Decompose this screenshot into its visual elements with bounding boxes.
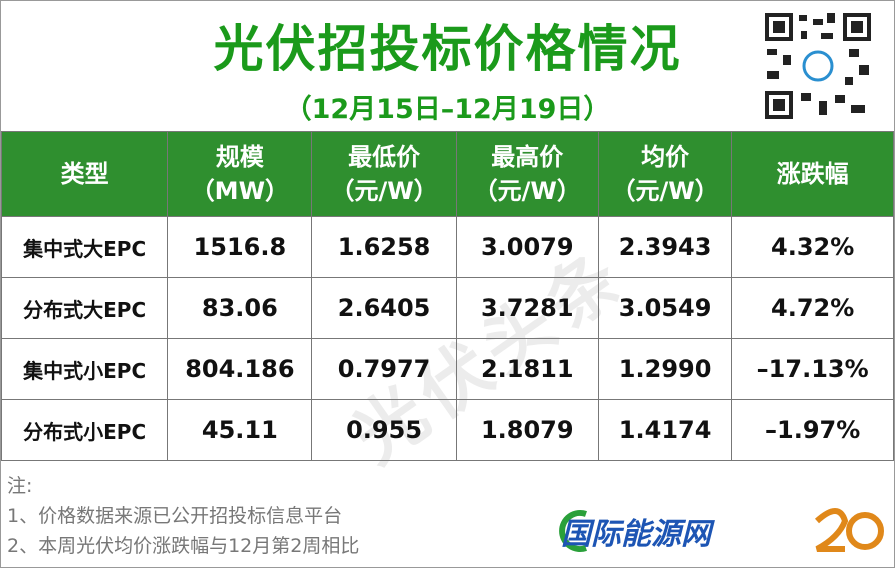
column-header: 最高价 （元/W） — [455, 131, 599, 217]
cell: 2.1811 — [455, 338, 599, 400]
row-label: 分布式大EPC — [1, 277, 169, 339]
column-header-line: 最低价 — [348, 143, 421, 171]
cell: 4.32% — [731, 216, 894, 278]
title: 光伏招投标价格情况 — [213, 20, 682, 78]
cell: –1.97% — [731, 399, 894, 461]
logo-icon — [559, 510, 587, 552]
column-header-line: （元/W） — [330, 177, 438, 205]
cell: 1.2990 — [597, 338, 733, 400]
note-item: 2、本周光伏均价涨跌幅与12月第2周相比 — [7, 535, 360, 557]
price-table: 类型 规模 （MW） 最低价 （元/W） 最高价 （元/W） 均价 （元/W） 涨跌幅集中式大EP… — [1, 131, 894, 461]
cell: 3.0549 — [597, 277, 733, 339]
cell: 0.7977 — [311, 338, 457, 400]
cell: 45.11 — [167, 399, 313, 461]
header-row: 类型 规模 （MW） 最低价 （元/W） 最高价 （元/W） 均价 （元/W） 涨跌幅 — [1, 131, 894, 217]
column-header: 最低价 （元/W） — [311, 131, 457, 217]
note-items: 1、价格数据来源已公开招投标信息平台 2、本周光伏均价涨跌幅与12月第2周相比 — [7, 501, 359, 561]
subtitle: （12月15日–12月19日） — [284, 94, 611, 125]
column-header-line: 规模 — [215, 143, 264, 171]
cell: 4.72% — [731, 277, 894, 339]
cell: 2.6405 — [311, 277, 457, 339]
cell: 1.4174 — [597, 399, 733, 461]
cell: 1.6258 — [311, 216, 457, 278]
column-header-line: （MW） — [190, 177, 290, 205]
table-row: 集中式大EPC 1516.8 1.6258 3.0079 2.3943 4.32% — [1, 216, 894, 278]
cell: 83.06 — [167, 277, 313, 339]
notes-label: 注: — [7, 475, 33, 497]
note-item: 1、价格数据来源已公开招投标信息平台 — [7, 505, 343, 527]
logo: 国际能源网 — [561, 517, 711, 552]
column-header-line: 类型 — [60, 160, 109, 188]
cell: 1516.8 — [167, 216, 313, 278]
cell: 1.8079 — [455, 399, 599, 461]
column-header-line: （元/W） — [473, 177, 581, 205]
cell: 0.955 — [311, 399, 457, 461]
qr-code — [763, 11, 873, 121]
row-label: 集中式小EPC — [1, 338, 169, 400]
cell: 2.3943 — [597, 216, 733, 278]
column-header-line: 最高价 — [491, 143, 564, 171]
table-row: 集中式小EPC 804.186 0.7977 2.1811 1.2990 –17.13% — [1, 338, 894, 400]
table-row: 分布式大EPC 83.06 2.6405 3.7281 3.0549 4.72% — [1, 277, 894, 339]
row-label: 集中式大EPC — [1, 216, 169, 278]
column-header-line: 均价 — [641, 143, 690, 171]
column-header: 涨跌幅 — [731, 131, 894, 217]
cell: –17.13% — [731, 338, 894, 400]
cell: 804.186 — [167, 338, 313, 400]
anniversary-badge — [814, 508, 884, 552]
cell: 3.0079 — [455, 216, 599, 278]
column-header: 类型 — [1, 131, 169, 217]
table-row: 分布式小EPC 45.11 0.955 1.8079 1.4174 –1.97% — [1, 399, 894, 461]
cell: 3.7281 — [455, 277, 599, 339]
row-label: 分布式小EPC — [1, 399, 169, 461]
column-header: 均价 （元/W） — [597, 131, 733, 217]
column-header-line: （元/W） — [611, 177, 719, 205]
notes: 注: 1、价格数据来源已公开招投标信息平台 2、本周光伏均价涨跌幅与12月第2周相… — [7, 471, 359, 561]
column-header-line: 涨跌幅 — [776, 160, 849, 188]
column-header: 规模 （MW） — [167, 131, 313, 217]
